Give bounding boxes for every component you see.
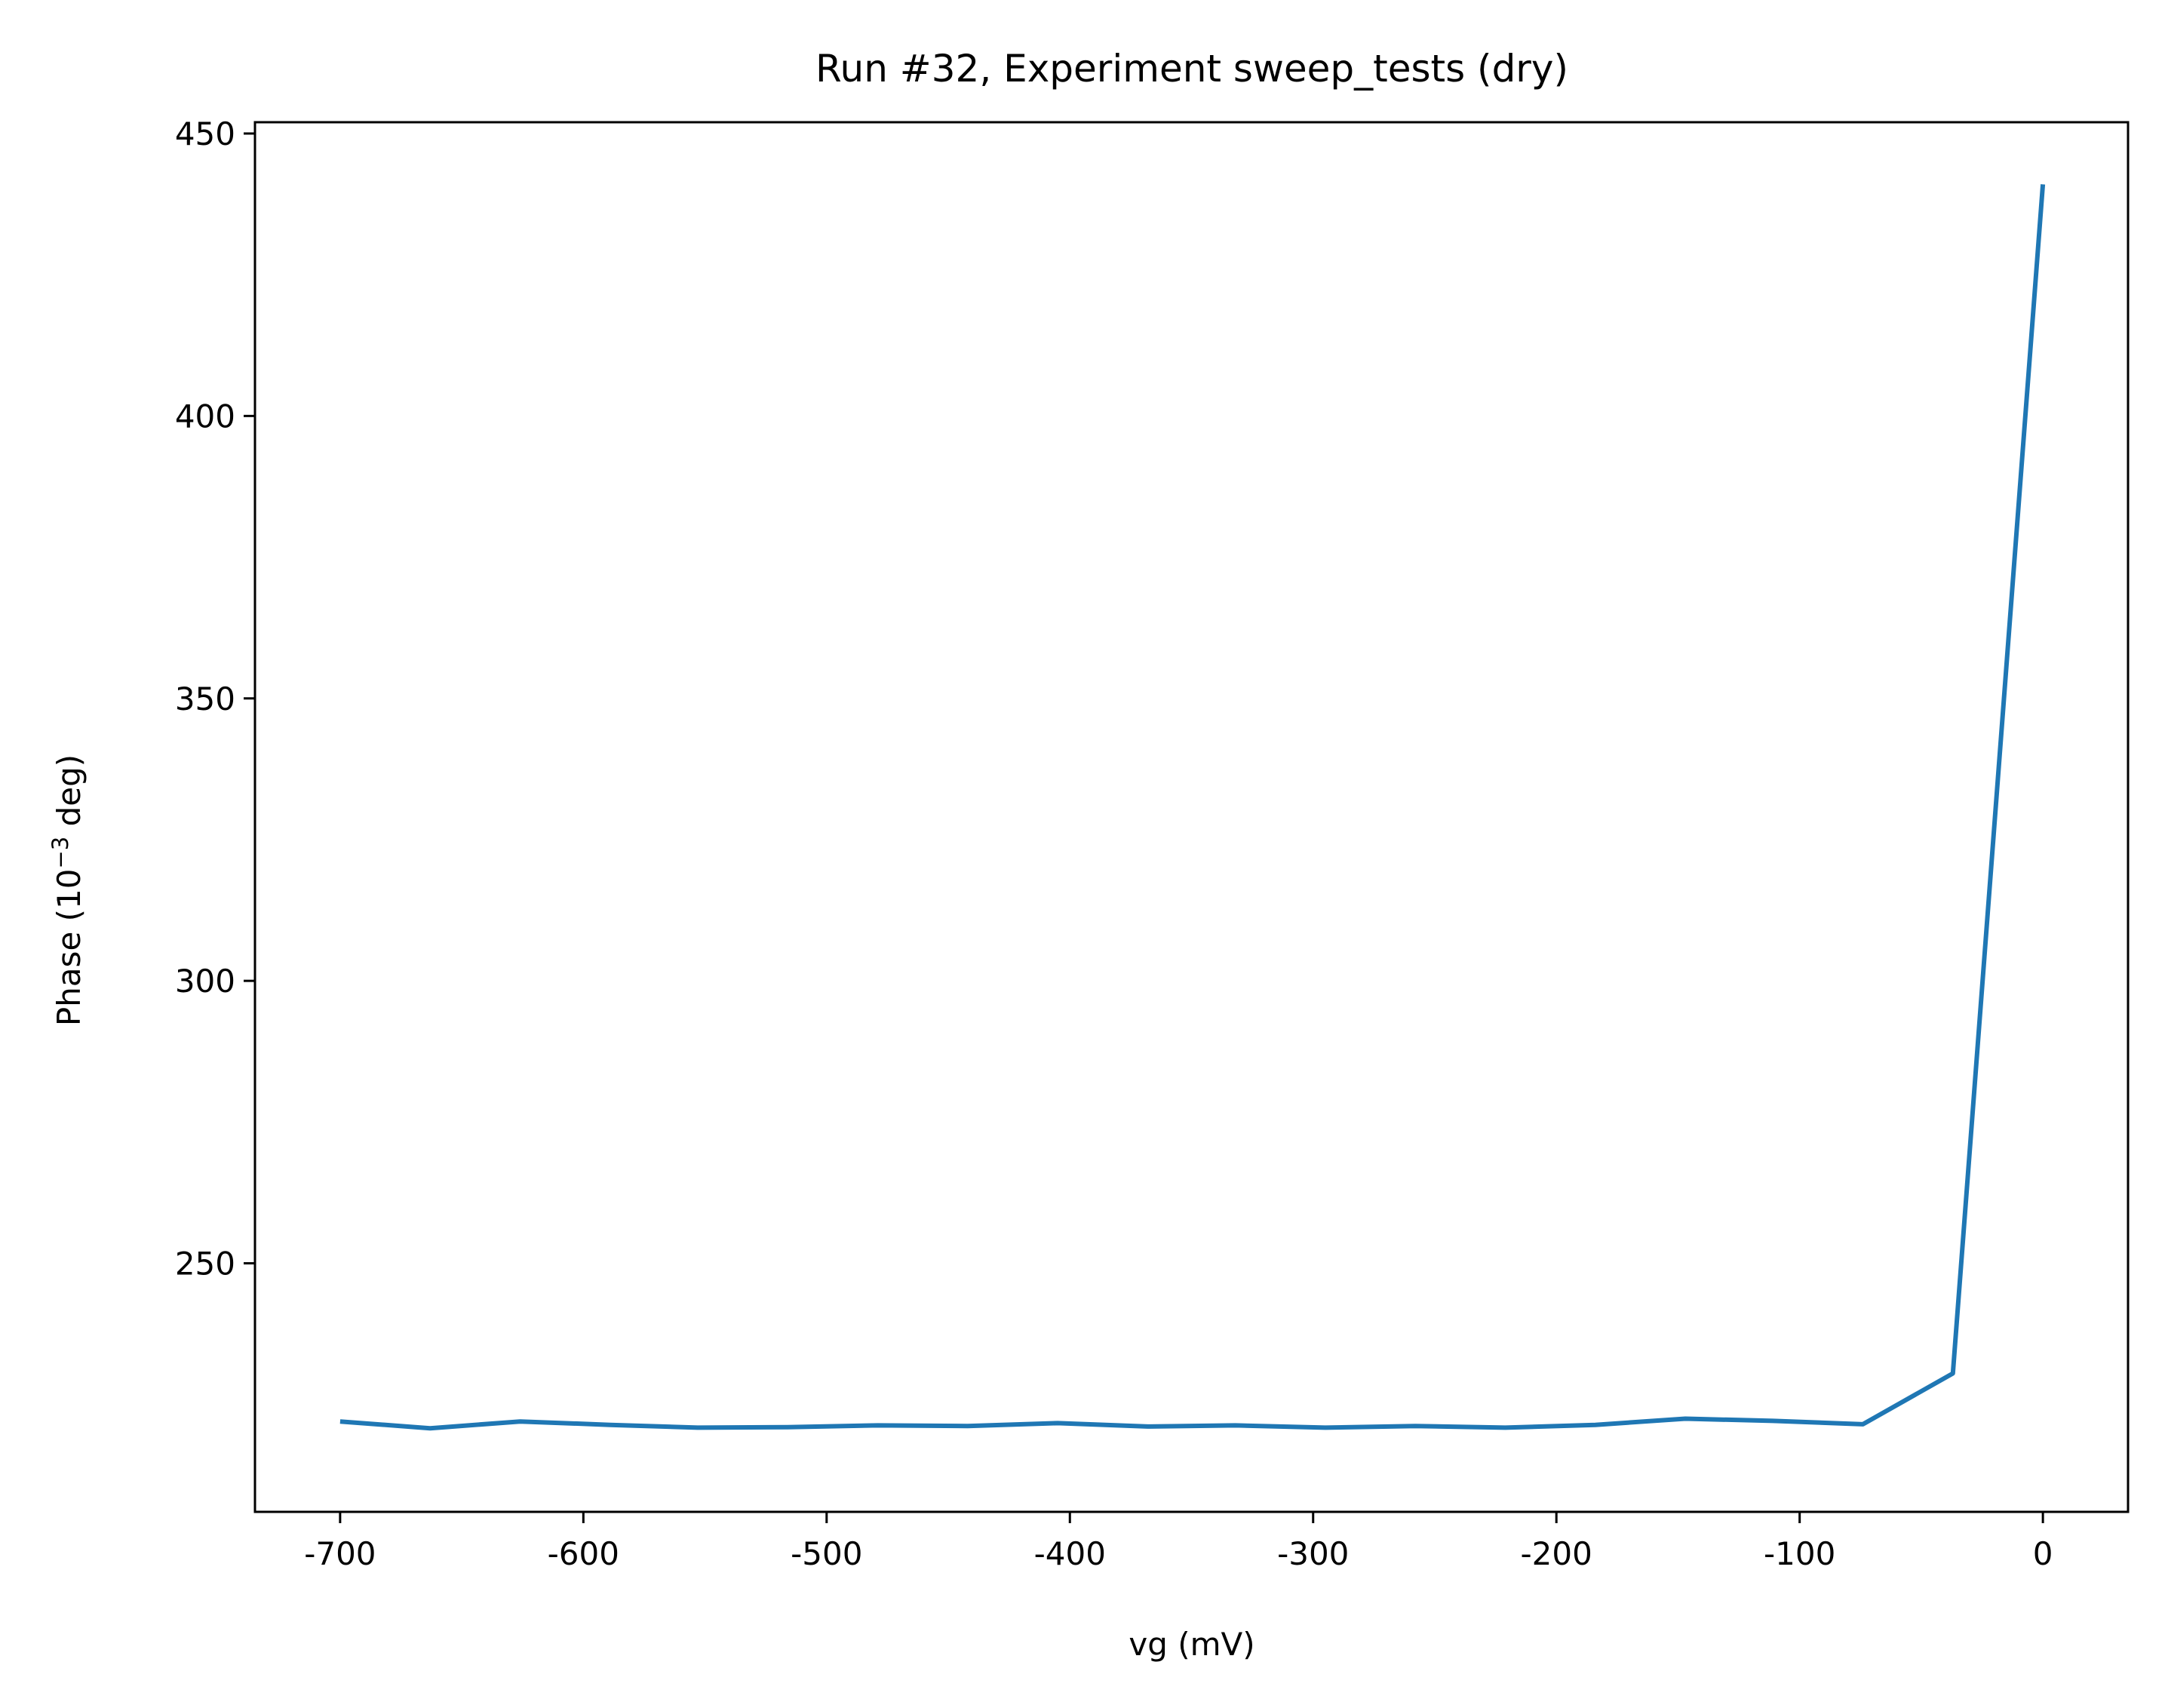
plot-area — [339, 184, 2046, 1431]
y-axis-label-main: Phase (10 — [51, 869, 88, 1027]
y-tick-label: 450 — [175, 115, 235, 152]
x-tick-label: -400 — [1034, 1535, 1106, 1572]
x-tick-label: -600 — [548, 1535, 619, 1572]
y-axis-label-superscript: −3 — [48, 837, 73, 869]
x-tick-label: 0 — [2033, 1535, 2053, 1572]
x-axis-ticks: -700 -600 -500 -400 -300 -200 -100 0 — [304, 1512, 2053, 1572]
chart-title: Run #32, Experiment sweep_tests (dry) — [815, 47, 1568, 91]
x-tick-label: -500 — [791, 1535, 862, 1572]
x-tick-label: -700 — [304, 1535, 376, 1572]
plot-frame — [253, 121, 2130, 1513]
y-axis-ticks: 250 300 350 400 450 — [175, 115, 255, 1283]
x-tick-label: -300 — [1277, 1535, 1349, 1572]
y-axis-label-end: deg) — [51, 754, 88, 837]
x-tick-label: -200 — [1521, 1535, 1592, 1572]
series-line-0 — [339, 184, 2046, 1431]
y-tick-label: 350 — [175, 680, 235, 717]
y-tick-label: 400 — [175, 398, 235, 435]
x-tick-label: -100 — [1764, 1535, 1835, 1572]
y-axis-label: Phase (10−3 deg) — [48, 754, 88, 1026]
y-tick-label: 300 — [175, 963, 235, 1000]
y-tick-label: 250 — [175, 1246, 235, 1283]
x-axis-label: vg (mV) — [1129, 1626, 1254, 1663]
